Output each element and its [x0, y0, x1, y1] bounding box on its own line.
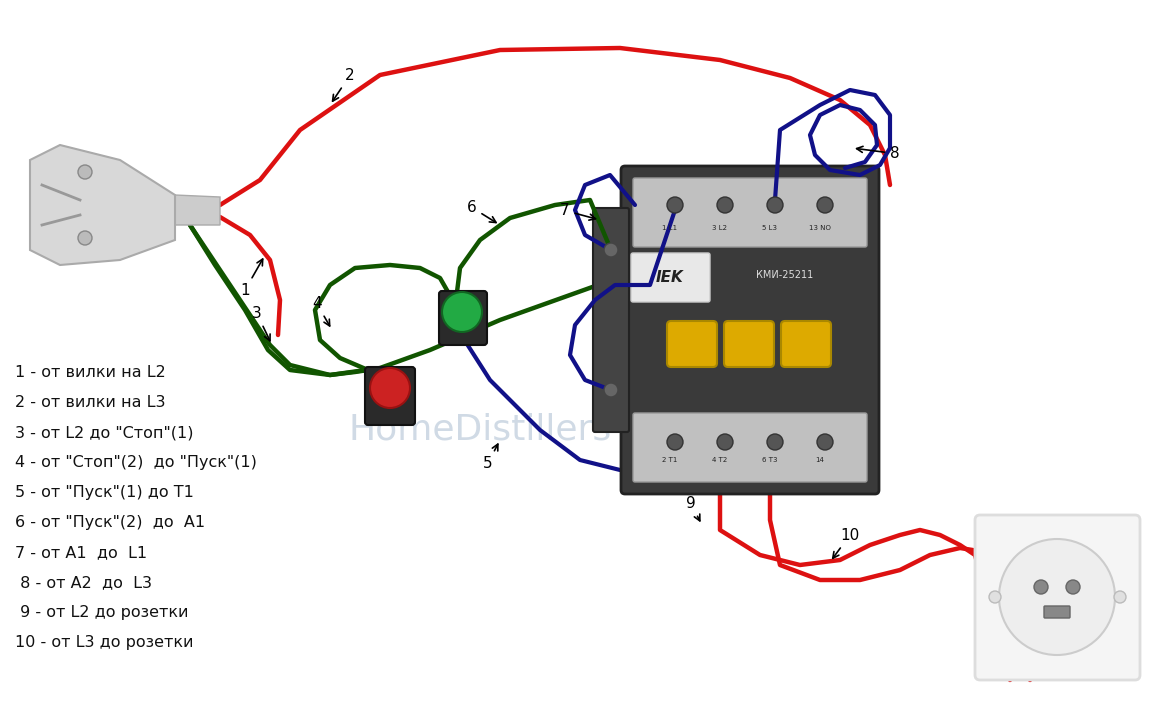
Circle shape	[78, 165, 92, 179]
Text: 9: 9	[685, 496, 699, 521]
Text: 4: 4	[312, 296, 330, 326]
Circle shape	[989, 591, 1001, 603]
Text: 2 T1: 2 T1	[662, 457, 677, 463]
Text: 1 L1: 1 L1	[662, 225, 677, 231]
FancyBboxPatch shape	[667, 321, 717, 367]
Polygon shape	[30, 145, 175, 265]
Circle shape	[370, 368, 410, 408]
Text: 1: 1	[240, 259, 263, 298]
Text: 5 L3: 5 L3	[763, 225, 778, 231]
Text: 3: 3	[252, 306, 270, 341]
Circle shape	[1066, 580, 1080, 594]
Text: 6 - от "Пуск"(2)  до  A1: 6 - от "Пуск"(2) до A1	[15, 515, 205, 530]
Text: 4 T2: 4 T2	[712, 457, 728, 463]
Text: 13 NO: 13 NO	[809, 225, 831, 231]
Text: 10 - от L3 до розетки: 10 - от L3 до розетки	[15, 635, 194, 650]
FancyBboxPatch shape	[439, 291, 487, 345]
Circle shape	[817, 197, 833, 213]
Text: IEK: IEK	[657, 271, 684, 286]
FancyBboxPatch shape	[631, 253, 710, 302]
Circle shape	[604, 383, 619, 397]
FancyBboxPatch shape	[365, 367, 415, 425]
Circle shape	[717, 197, 733, 213]
Text: 3 L2: 3 L2	[712, 225, 727, 231]
Circle shape	[717, 434, 733, 450]
FancyBboxPatch shape	[724, 321, 774, 367]
Text: 5: 5	[484, 444, 497, 471]
Text: 2: 2	[332, 68, 354, 101]
FancyBboxPatch shape	[634, 413, 867, 482]
FancyBboxPatch shape	[593, 208, 629, 432]
FancyBboxPatch shape	[975, 515, 1140, 680]
Text: HomeDistillers: HomeDistillers	[349, 413, 612, 447]
Text: 2 - от вилки на L3: 2 - от вилки на L3	[15, 395, 165, 410]
FancyBboxPatch shape	[781, 321, 831, 367]
Circle shape	[1114, 591, 1126, 603]
Text: 7 - от A1  до  L1: 7 - от A1 до L1	[15, 545, 147, 560]
FancyBboxPatch shape	[1044, 606, 1070, 618]
Circle shape	[767, 434, 784, 450]
Circle shape	[667, 197, 683, 213]
Circle shape	[999, 539, 1115, 655]
Text: 10: 10	[833, 528, 860, 558]
FancyBboxPatch shape	[634, 178, 867, 247]
FancyBboxPatch shape	[621, 166, 879, 494]
Circle shape	[1034, 580, 1048, 594]
Text: 1 - от вилки на L2: 1 - от вилки на L2	[15, 365, 166, 380]
Text: 6 T3: 6 T3	[763, 457, 778, 463]
Text: 14: 14	[816, 457, 824, 463]
Text: 8: 8	[856, 146, 900, 161]
Circle shape	[78, 231, 92, 245]
Text: 5 - от "Пуск"(1) до T1: 5 - от "Пуск"(1) до T1	[15, 485, 194, 500]
Circle shape	[667, 434, 683, 450]
Text: 9 - от L2 до розетки: 9 - от L2 до розетки	[15, 605, 188, 620]
Text: 4 - от "Стоп"(2)  до "Пуск"(1): 4 - от "Стоп"(2) до "Пуск"(1)	[15, 455, 257, 470]
Circle shape	[442, 292, 482, 332]
Circle shape	[604, 243, 619, 257]
Circle shape	[767, 197, 784, 213]
Text: 8 - от A2  до  L3: 8 - от A2 до L3	[15, 575, 152, 590]
Circle shape	[817, 434, 833, 450]
Polygon shape	[175, 195, 220, 225]
Text: 7: 7	[560, 203, 595, 220]
Text: 3 - от L2 до "Стоп"(1): 3 - от L2 до "Стоп"(1)	[15, 425, 194, 440]
Text: КМИ-25211: КМИ-25211	[756, 270, 814, 280]
Text: 6: 6	[467, 200, 496, 222]
